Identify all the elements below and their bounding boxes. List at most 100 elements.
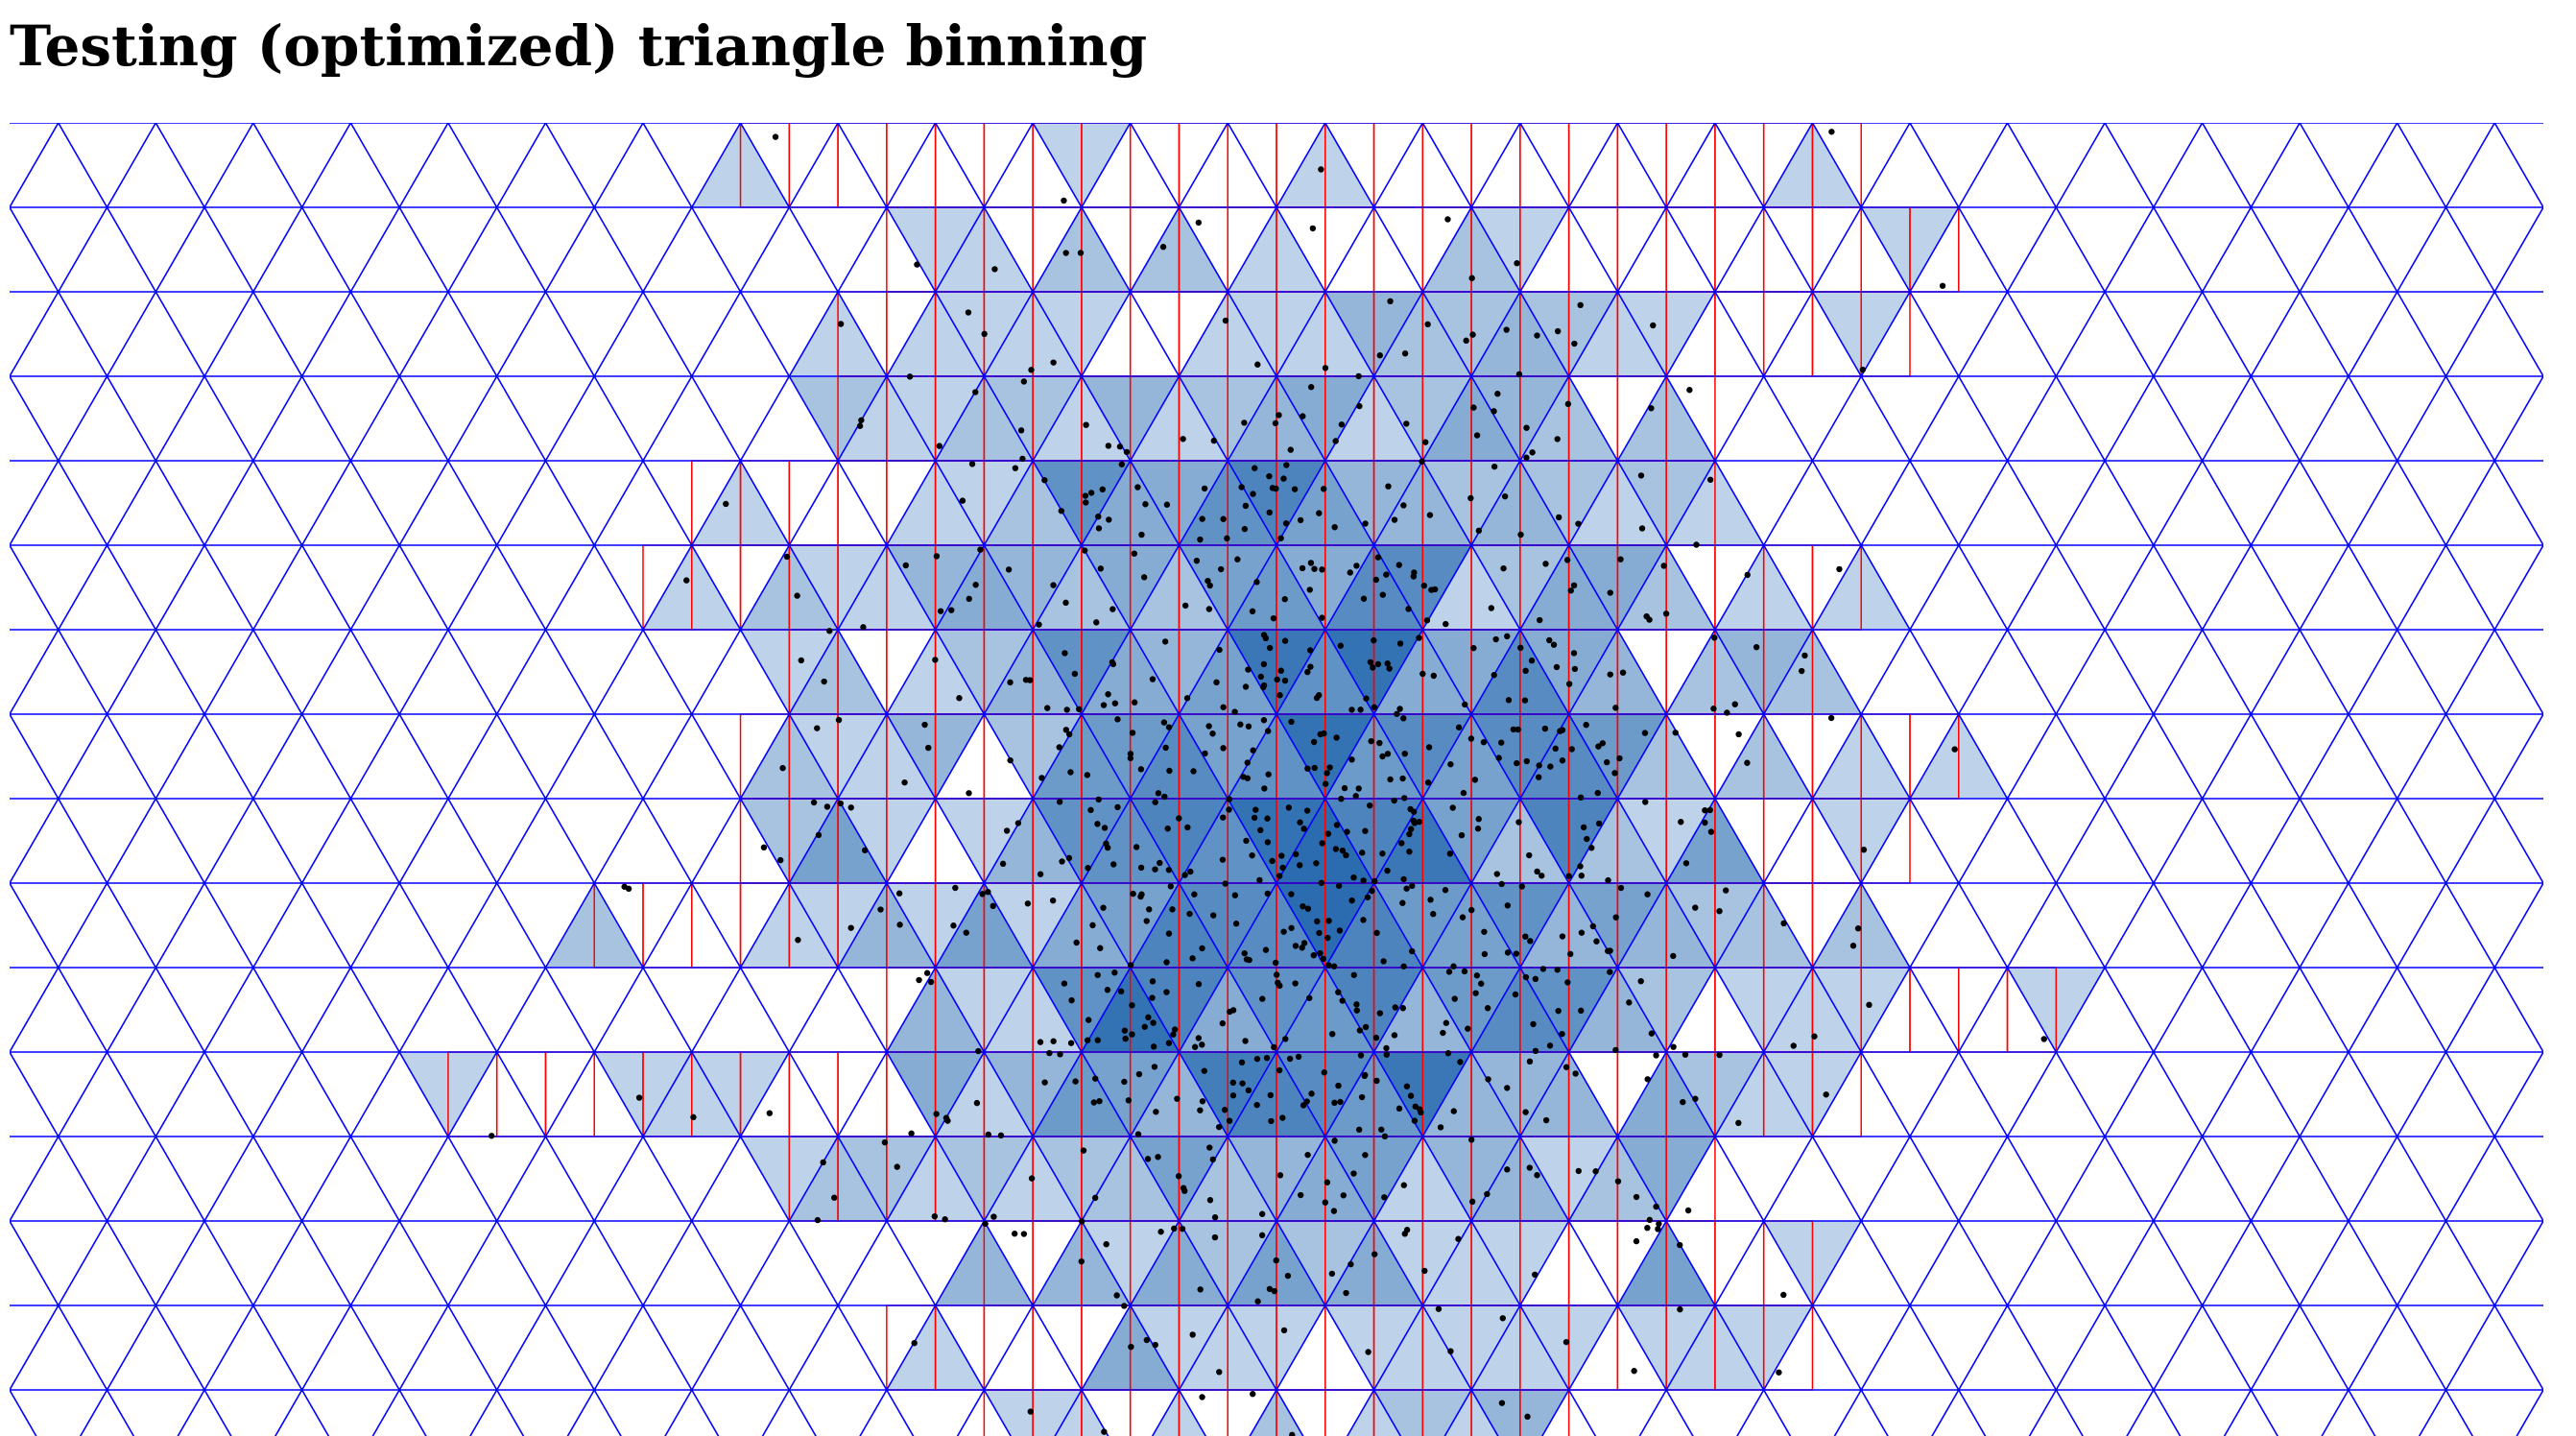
data-point <box>1292 943 1300 949</box>
grid-diagonal-line <box>203 1220 254 1306</box>
grid-diagonal-line <box>1443 1389 1472 1436</box>
data-point <box>1239 1080 1246 1087</box>
data-point <box>1287 446 1294 453</box>
grid-diagonal-line <box>2396 967 2447 1053</box>
data-point <box>1631 1368 1637 1375</box>
data-point <box>1638 525 1646 532</box>
data-point <box>1534 1172 1540 1179</box>
data-point <box>1350 874 1357 881</box>
data-point <box>1266 472 1273 480</box>
grid-diagonal-line <box>1470 713 1521 800</box>
data-point <box>1104 987 1111 993</box>
data-point <box>1468 1198 1476 1206</box>
grid-diagonal-line <box>1276 206 1326 293</box>
grid-diagonal-line <box>886 629 937 715</box>
data-point <box>1324 1179 1331 1185</box>
grid-diagonal-line <box>1470 1136 1521 1222</box>
grid-diagonal-line <box>2250 1389 2279 1436</box>
grid-diagonal-line <box>739 460 791 546</box>
grid-diagonal-line <box>106 544 157 631</box>
grid-diagonal-line <box>252 882 303 969</box>
grid-diagonal-line <box>2104 123 2155 208</box>
data-point <box>1257 826 1264 834</box>
data-point <box>1193 557 1201 564</box>
data-point <box>916 976 922 984</box>
grid-diagonal-line <box>761 1389 791 1436</box>
grid-diagonal-line <box>983 1136 1034 1222</box>
data-point <box>1324 934 1331 942</box>
grid-diagonal-line <box>739 798 791 884</box>
grid-diagonal-line <box>2201 882 2253 969</box>
grid-diagonal-line <box>934 798 986 884</box>
grid-diagonal-line <box>2299 882 2349 969</box>
data-point <box>1288 718 1295 726</box>
data-point <box>990 1213 997 1220</box>
grid-diagonal-line <box>934 1304 986 1391</box>
grid-diagonal-line <box>495 1051 547 1137</box>
data-point <box>488 1133 495 1139</box>
data-point <box>1300 902 1306 910</box>
data-point <box>1394 710 1400 717</box>
grid-diagonal-line <box>934 544 986 631</box>
data-point <box>1716 907 1723 915</box>
data-point <box>1686 387 1693 394</box>
data-point <box>1362 827 1369 834</box>
grid-diagonal-line <box>859 1389 888 1436</box>
grid-diagonal-line <box>1178 460 1228 546</box>
grid-diagonal-line <box>788 375 839 462</box>
data-point <box>1335 989 1342 995</box>
grid-diagonal-line <box>1421 291 1472 377</box>
data-point <box>1371 704 1378 710</box>
data-point <box>1332 438 1339 444</box>
grid-diagonal-line <box>398 123 449 208</box>
data-point <box>1583 721 1589 729</box>
grid-diagonal-line <box>1811 629 1862 715</box>
grid-diagonal-line <box>1762 1220 1814 1306</box>
data-point <box>1416 1106 1423 1113</box>
data-point <box>1320 955 1326 963</box>
grid-diagonal-line <box>300 713 352 800</box>
grid-diagonal-line <box>1421 1051 1472 1137</box>
data-point <box>1343 851 1349 859</box>
grid-diagonal-line <box>1958 629 2009 715</box>
data-point <box>683 577 690 584</box>
data-point <box>1338 421 1346 428</box>
data-point <box>1155 1154 1161 1161</box>
grid-diagonal-line <box>10 1389 37 1436</box>
data-point <box>1331 1099 1338 1107</box>
grid-diagonal-line <box>642 1136 693 1222</box>
page-title: Testing (optimized) triangle binning <box>10 13 1148 79</box>
grid-diagonal-line <box>10 882 60 969</box>
grid-diagonal-line <box>1081 123 1132 208</box>
data-point <box>1430 911 1437 918</box>
grid-diagonal-line <box>1811 375 1862 462</box>
grid-diagonal-line <box>106 1220 157 1306</box>
grid-diagonal-line <box>1081 882 1132 969</box>
grid-diagonal-line <box>2250 291 2301 377</box>
grid-diagonal-line <box>2153 1220 2204 1306</box>
grid-diagonal-line <box>2445 967 2495 1053</box>
grid-diagonal-line <box>349 629 400 715</box>
data-point <box>1316 929 1323 937</box>
data-point <box>1232 921 1240 927</box>
grid-diagonal-line <box>1470 544 1521 631</box>
grid-diagonal-line <box>349 1136 400 1222</box>
grid-diagonal-line <box>983 375 1034 462</box>
data-point <box>1399 1005 1407 1012</box>
data-point <box>923 969 931 976</box>
grid-diagonal-line <box>79 1389 108 1436</box>
data-point <box>1446 850 1454 857</box>
grid-diagonal-line <box>2201 544 2253 631</box>
data-point <box>1311 565 1318 572</box>
grid-diagonal-line <box>1860 713 1911 800</box>
data-point <box>1534 332 1540 339</box>
grid-diagonal-line <box>1470 629 1521 715</box>
grid-diagonal-line <box>1762 967 1814 1053</box>
data-point <box>1309 225 1317 232</box>
data-point <box>1292 850 1300 858</box>
grid-diagonal-line <box>788 291 839 377</box>
data-point <box>1607 671 1613 678</box>
grid-diagonal-line <box>300 291 352 377</box>
data-point <box>1492 635 1499 643</box>
grid-diagonal-line <box>1081 1304 1132 1391</box>
